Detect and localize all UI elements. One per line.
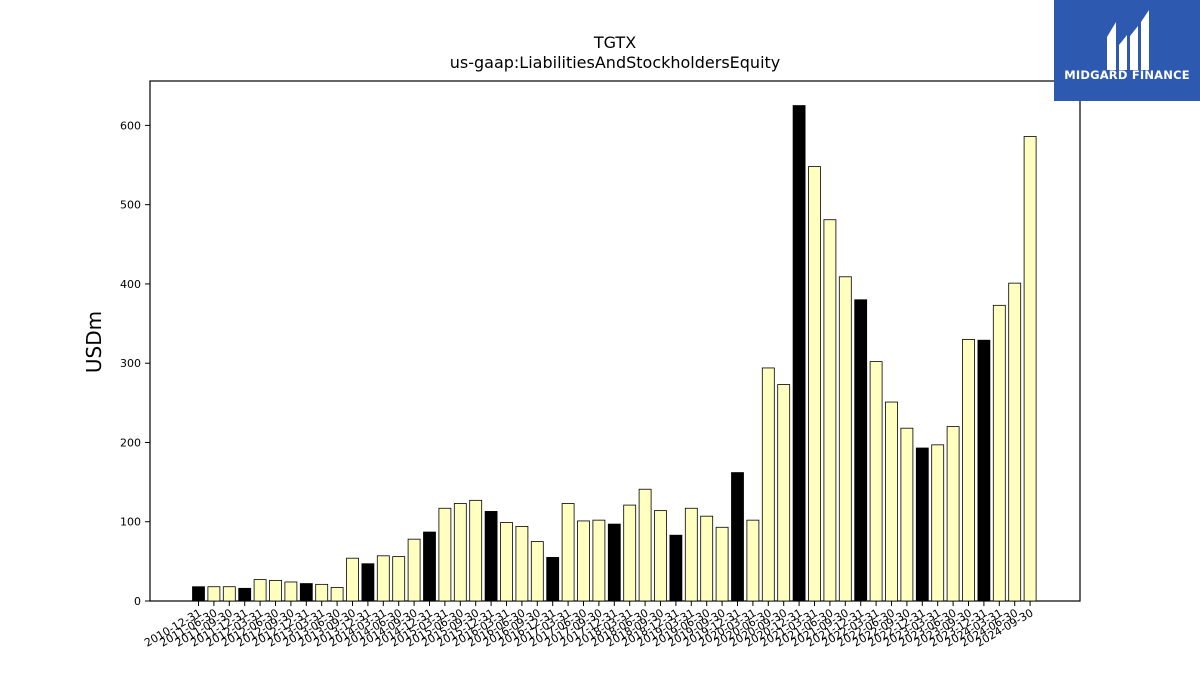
chart-subtitle: us-gaap:LiabilitiesAndStockholdersEquity bbox=[450, 53, 781, 72]
bar bbox=[915, 447, 929, 602]
bar bbox=[561, 503, 575, 602]
bar bbox=[654, 510, 667, 602]
bar bbox=[299, 583, 313, 602]
bar bbox=[207, 586, 221, 602]
bar bbox=[407, 538, 421, 602]
bar bbox=[284, 581, 298, 602]
bar bbox=[346, 557, 359, 602]
bar bbox=[438, 507, 452, 602]
bar bbox=[376, 555, 390, 602]
bar bbox=[453, 503, 467, 602]
bar bbox=[669, 534, 683, 602]
bar bbox=[192, 586, 205, 602]
bar bbox=[931, 444, 945, 602]
bar bbox=[577, 520, 590, 602]
bar bbox=[684, 507, 698, 602]
bar bbox=[500, 522, 513, 602]
bar bbox=[854, 299, 868, 602]
y-tick-label: 300 bbox=[120, 357, 141, 370]
y-tick-label: 100 bbox=[120, 516, 141, 529]
y-tick-label: 200 bbox=[120, 436, 141, 449]
bar bbox=[900, 427, 914, 602]
bar bbox=[530, 541, 544, 602]
bar bbox=[885, 401, 898, 602]
bar bbox=[823, 219, 837, 602]
y-tick-label: 600 bbox=[120, 119, 141, 132]
y-axis: 0 100 200 300 400 500 600 bbox=[120, 119, 150, 608]
brand-logo: MIDGARD FINANCE bbox=[1054, 0, 1200, 101]
bar bbox=[423, 531, 436, 602]
bar bbox=[592, 519, 606, 602]
brand-name: MIDGARD FINANCE bbox=[1064, 68, 1190, 82]
bar bbox=[761, 367, 775, 602]
bar bbox=[946, 426, 960, 602]
bar bbox=[700, 515, 714, 602]
bar bbox=[253, 579, 267, 602]
bar bbox=[330, 587, 344, 602]
bar bbox=[315, 583, 329, 602]
bar bbox=[746, 519, 760, 602]
bar bbox=[469, 499, 483, 602]
bar bbox=[1023, 136, 1037, 602]
bar bbox=[269, 579, 282, 602]
bar bbox=[715, 526, 729, 602]
bar bbox=[361, 563, 375, 602]
bar bbox=[1008, 282, 1022, 602]
y-axis-label: USDm bbox=[82, 311, 106, 373]
x-axis: 2010-12-312011-06-302011-09-302011-12-31… bbox=[142, 601, 1036, 650]
bar bbox=[731, 472, 744, 602]
bar bbox=[238, 587, 252, 602]
bar bbox=[607, 523, 621, 602]
bar bbox=[977, 339, 991, 602]
bar bbox=[869, 361, 883, 602]
midgard-logo-icon bbox=[1107, 10, 1149, 70]
bar bbox=[777, 384, 791, 602]
bar bbox=[792, 105, 806, 602]
bar bbox=[484, 511, 498, 602]
bar bbox=[392, 556, 406, 602]
y-tick-label: 0 bbox=[134, 595, 141, 608]
y-tick-label: 400 bbox=[120, 278, 141, 291]
chart-title: TGTX bbox=[593, 33, 636, 52]
y-tick-label: 500 bbox=[120, 199, 141, 212]
bar bbox=[838, 276, 852, 602]
bar bbox=[623, 504, 637, 602]
bar bbox=[638, 488, 652, 602]
bar bbox=[962, 339, 975, 602]
bar bbox=[222, 586, 236, 602]
bar bbox=[546, 557, 560, 602]
bar bbox=[992, 304, 1006, 602]
bar-series bbox=[192, 105, 1037, 602]
bar bbox=[515, 526, 529, 602]
bar bbox=[808, 166, 821, 602]
